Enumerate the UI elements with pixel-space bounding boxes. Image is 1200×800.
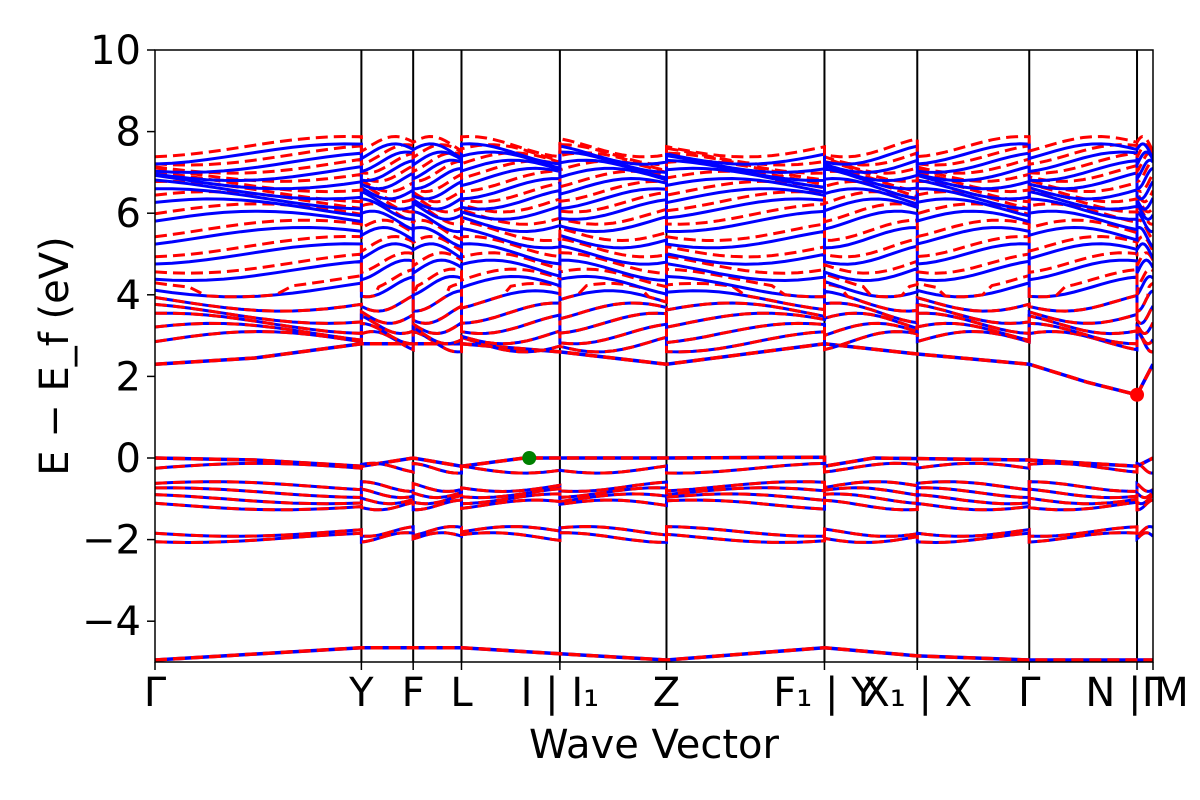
y-axis-title: E − E_f (eV) [32, 236, 78, 475]
x-tick-label: L [450, 670, 473, 716]
conduction-band-dashed [155, 301, 1153, 325]
plot-background [155, 50, 1153, 662]
y-tick-label: 6 [116, 191, 141, 237]
conduction-band-solid [155, 187, 1153, 211]
conduction-band-dashed [155, 251, 1153, 275]
conduction-band-solid [155, 242, 1153, 266]
conduction-band-dashed [155, 179, 1153, 204]
y-tick-label: −2 [82, 518, 141, 564]
conduction-band-dashed [155, 321, 1153, 346]
x-axis-title: Wave Vector [529, 722, 780, 768]
valence-band-dashed [155, 492, 1153, 506]
conduction-band-dashed [155, 281, 1153, 313]
x-tick-label: Γ [1142, 670, 1165, 716]
valence-band-dashed [155, 486, 1153, 500]
valence-band-dashed [155, 498, 1153, 512]
conduction-band-solid [155, 142, 1153, 166]
plot-frame [154, 49, 1154, 663]
conduction-band-solid [155, 197, 1153, 221]
conduction-band-dashed [155, 134, 1153, 159]
conduction-band-solid [155, 176, 1153, 201]
vbm-marker [522, 451, 537, 465]
x-tick-label: Z [653, 670, 680, 716]
y-tick-label: 2 [116, 354, 141, 400]
conduction-band-dashed [155, 159, 1153, 183]
conduction-band-dashed [155, 234, 1153, 259]
y-tick-label: 4 [116, 273, 141, 319]
conduction-band-solid [155, 225, 1153, 250]
conduction-band-dashed [155, 311, 1153, 336]
bands-group [155, 134, 1153, 662]
y-tick-label: 8 [116, 110, 141, 156]
valence-band-solid [155, 461, 1153, 475]
band-valence_top_segment-dashed [155, 455, 1153, 469]
x-tick-label: Y [348, 670, 374, 716]
x-tick-label: N | M [1085, 670, 1188, 716]
band-conduction_bottom_segment-dashed [155, 342, 1153, 397]
y-tick-label: 10 [90, 28, 141, 74]
valence-band-dashed [155, 524, 1153, 539]
y-axis: −4 −2 0 2 4 6 8 10 [82, 28, 155, 645]
x-tick-label: I | I₁ [521, 670, 600, 716]
x-tick-label: Γ [1018, 670, 1041, 716]
extrema-markers [522, 387, 1145, 465]
conduction-band-dashed [155, 218, 1153, 243]
y-tick-label: 0 [116, 436, 141, 482]
x-tick-label: F [402, 670, 425, 716]
x-tick-label: Γ [144, 670, 167, 716]
valence-band-dashed [155, 531, 1153, 545]
cbm-marker [1130, 387, 1145, 402]
y-tick-label: −4 [82, 599, 141, 645]
band-lowest_band-dashed [155, 645, 1153, 662]
x-tick-label: F₁ | Y [773, 670, 876, 716]
x-tick-label: X₁ | X [862, 670, 972, 716]
